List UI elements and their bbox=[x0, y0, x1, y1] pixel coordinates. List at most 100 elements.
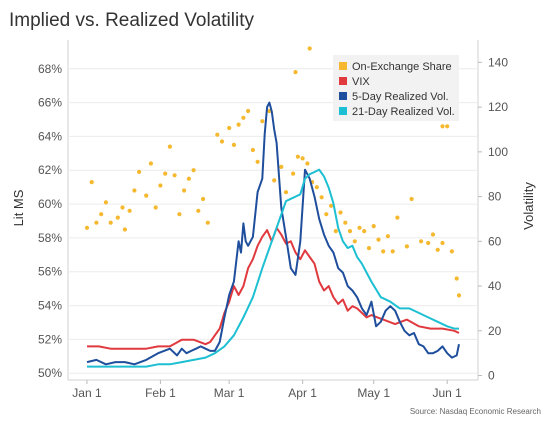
on-exchange-share-point bbox=[255, 159, 260, 164]
on-exchange-share-point bbox=[103, 200, 108, 205]
legend-label: VIX bbox=[352, 76, 370, 88]
on-exchange-share-point bbox=[115, 215, 120, 220]
left-tick-label: 66% bbox=[38, 96, 62, 110]
chart-title: Implied vs. Realized Volatility bbox=[9, 10, 254, 31]
on-exchange-share-point bbox=[293, 70, 298, 75]
legend: On-Exchange Share VIX 5-Day Realized Vol. 2… bbox=[333, 55, 459, 121]
x-axis-ticks: Jan 1 Feb 1 Mar 1 Apr 1 May 1 Jun 1 bbox=[72, 380, 462, 400]
on-exchange-share-point bbox=[385, 234, 390, 239]
on-exchange-share-point bbox=[89, 180, 94, 185]
on-exchange-share-point bbox=[314, 185, 319, 190]
x-tick-label: Mar 1 bbox=[214, 386, 245, 400]
right-tick-label: 100 bbox=[488, 145, 508, 159]
on-exchange-share-point bbox=[357, 225, 362, 230]
legend-label: 21-Day Realized Vol. bbox=[352, 106, 455, 118]
on-exchange-share-point bbox=[395, 215, 400, 220]
on-exchange-share-point bbox=[307, 46, 312, 51]
left-axis-label: Lit MS bbox=[11, 189, 26, 226]
on-exchange-share-point bbox=[404, 244, 409, 249]
on-exchange-share-point bbox=[279, 164, 284, 169]
on-exchange-share-point bbox=[158, 183, 163, 188]
on-exchange-share-point bbox=[94, 220, 99, 225]
on-exchange-share-point bbox=[167, 144, 172, 149]
on-exchange-share-point bbox=[108, 220, 113, 225]
right-tick-label: 140 bbox=[488, 55, 508, 69]
on-exchange-share-point bbox=[215, 132, 220, 137]
x-tick-label: Jun 1 bbox=[433, 386, 463, 400]
on-exchange-share-point bbox=[227, 125, 232, 131]
vix-series bbox=[87, 226, 460, 350]
on-exchange-share-point bbox=[440, 124, 445, 129]
on-exchange-share-point bbox=[163, 171, 168, 176]
on-exchange-share-point bbox=[99, 212, 104, 217]
legend-background bbox=[333, 55, 459, 121]
series-layer bbox=[84, 46, 462, 368]
on-exchange-share-point bbox=[120, 205, 125, 210]
on-exchange-share-point bbox=[84, 225, 90, 230]
x-tick-label: Feb 1 bbox=[145, 386, 176, 400]
right-axis-ticks: 0 20 40 60 80 100 120 140 bbox=[478, 55, 508, 383]
on-exchange-share-point bbox=[329, 203, 334, 208]
on-exchange-share-point bbox=[127, 208, 132, 213]
21-day-realized-vol-series bbox=[87, 168, 459, 368]
on-exchange-share-point bbox=[440, 240, 445, 246]
legend-swatch bbox=[339, 62, 347, 70]
on-exchange-share-point bbox=[177, 212, 182, 217]
x-tick-label: May 1 bbox=[357, 386, 390, 400]
on-exchange-share-point bbox=[291, 171, 296, 176]
on-exchange-share-point bbox=[153, 205, 158, 210]
5-day-realized-vol-series bbox=[86, 101, 460, 366]
left-axis-ticks: 50% 52% 54% 56% 58% 60% 62% 64% 66% 68% bbox=[38, 62, 62, 380]
right-tick-label: 0 bbox=[488, 369, 495, 383]
on-exchange-share-point bbox=[454, 276, 459, 281]
on-exchange-share-point bbox=[144, 193, 149, 198]
left-tick-label: 62% bbox=[38, 163, 62, 177]
left-tick-label: 50% bbox=[38, 366, 62, 380]
on-exchange-share-point bbox=[250, 147, 255, 153]
legend-swatch bbox=[339, 77, 347, 85]
on-exchange-share-point bbox=[132, 188, 137, 193]
on-exchange-share-point bbox=[381, 249, 386, 254]
21-day-realized-vol-line bbox=[87, 168, 459, 368]
on-exchange-share-point bbox=[409, 196, 414, 202]
on-exchange-share-point bbox=[148, 161, 153, 166]
on-exchange-share-point bbox=[295, 154, 300, 159]
left-tick-label: 52% bbox=[38, 332, 62, 346]
on-exchange-share-point bbox=[426, 240, 431, 246]
right-tick-label: 60 bbox=[488, 234, 502, 248]
left-tick-label: 58% bbox=[38, 231, 62, 245]
on-exchange-share-point bbox=[272, 178, 277, 183]
on-exchange-share-point bbox=[333, 229, 338, 234]
on-exchange-share-point bbox=[324, 212, 329, 217]
left-tick-label: 54% bbox=[38, 299, 62, 313]
x-tick-label: Jan 1 bbox=[72, 386, 102, 400]
right-tick-label: 20 bbox=[488, 324, 502, 338]
legend-label: On-Exchange Share bbox=[352, 61, 452, 73]
right-axis-label: Volatility bbox=[521, 182, 536, 230]
on-exchange-share-point bbox=[231, 142, 236, 147]
left-tick-label: 56% bbox=[38, 265, 62, 279]
on-exchange-share-point bbox=[347, 229, 353, 234]
on-exchange-share-point bbox=[343, 220, 348, 225]
on-exchange-share-point bbox=[241, 115, 246, 120]
on-exchange-share-point bbox=[319, 195, 324, 200]
on-exchange-share-point bbox=[236, 122, 241, 127]
on-exchange-share-point bbox=[219, 139, 225, 144]
on-exchange-share-point bbox=[352, 239, 357, 244]
source-note: Source: Nasdaq Economic Research bbox=[410, 407, 541, 416]
legend-label: 5-Day Realized Vol. bbox=[352, 91, 449, 103]
on-exchange-share-point bbox=[300, 156, 305, 161]
on-exchange-share-point bbox=[201, 196, 206, 202]
on-exchange-share-point bbox=[305, 161, 310, 166]
on-exchange-share-point bbox=[186, 176, 191, 181]
left-tick-label: 60% bbox=[38, 197, 62, 211]
on-exchange-share-point bbox=[182, 188, 187, 193]
left-tick-label: 68% bbox=[38, 62, 62, 76]
left-tick-label: 64% bbox=[38, 129, 62, 143]
on-exchange-share-point bbox=[445, 124, 450, 129]
on-exchange-share-point bbox=[172, 173, 177, 178]
on-exchange-share-point bbox=[366, 246, 372, 251]
on-exchange-share-point bbox=[191, 168, 196, 173]
legend-swatch bbox=[339, 107, 347, 115]
